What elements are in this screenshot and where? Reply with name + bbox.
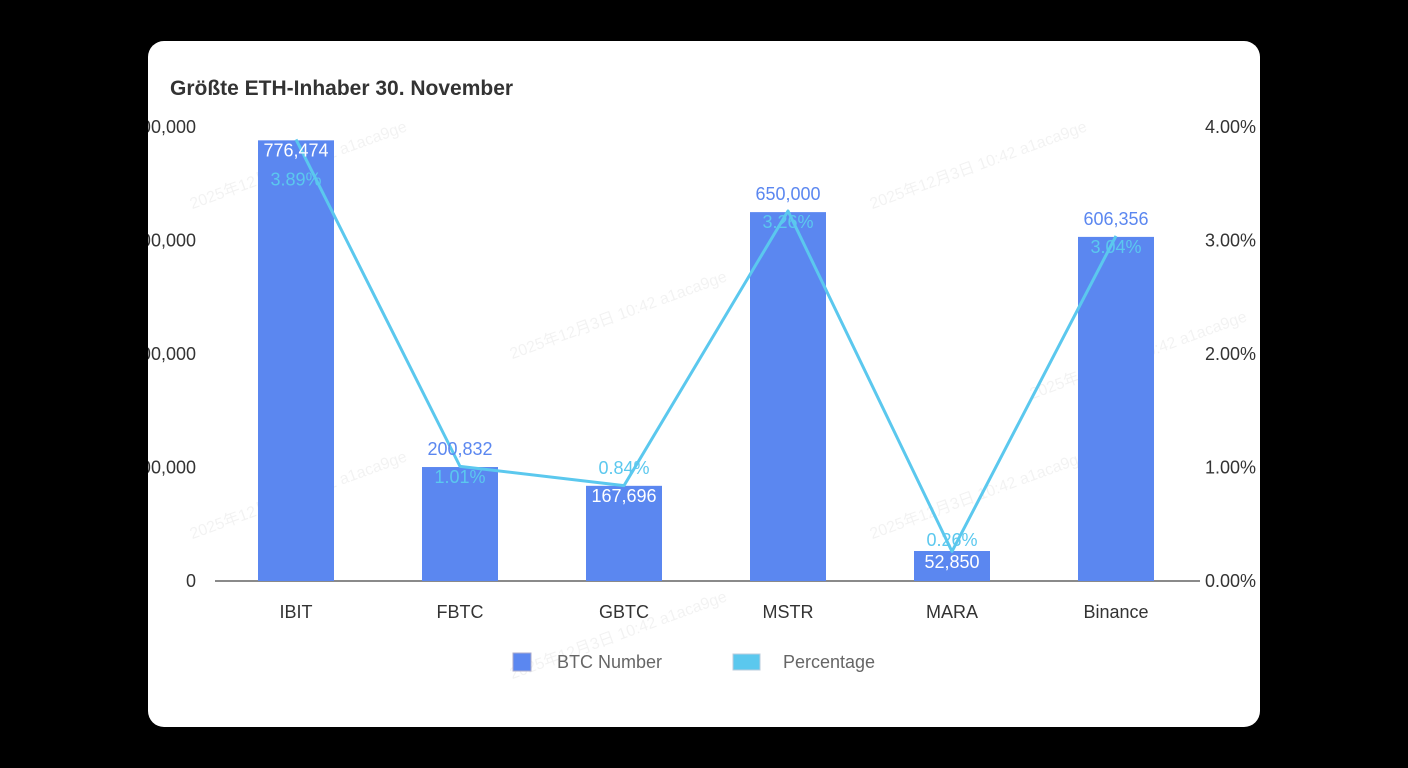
percentage-label: 0.26% bbox=[926, 530, 977, 550]
right-axis-tick: 1.00% bbox=[1205, 458, 1256, 478]
legend-bar-swatch bbox=[512, 652, 532, 672]
x-axis-tick: MSTR bbox=[763, 602, 814, 622]
bar-gbtc bbox=[586, 485, 662, 581]
bar-value-label: 167,696 bbox=[591, 486, 656, 506]
right-axis-tick: 2.00% bbox=[1205, 344, 1256, 364]
percentage-label: 1.01% bbox=[434, 467, 485, 487]
bar-value-label: 52,850 bbox=[924, 552, 979, 572]
left-axis-tick: 400,000 bbox=[148, 344, 196, 364]
legend-line-swatch bbox=[732, 653, 761, 671]
x-axis-tick: IBIT bbox=[279, 602, 312, 622]
left-axis-tick: 0 bbox=[186, 571, 196, 591]
bar-fbtc bbox=[422, 467, 498, 581]
right-axis-tick: 3.00% bbox=[1205, 231, 1256, 251]
watermark: 2025年12月3日 10:42 a1aca9ge bbox=[867, 448, 1089, 543]
watermark: 2025年12月3日 10:42 a1aca9ge bbox=[507, 268, 729, 363]
percentage-label: 3.04% bbox=[1090, 237, 1141, 257]
bar-value-label: 776,474 bbox=[263, 140, 328, 160]
percentage-label: 3.26% bbox=[762, 212, 813, 232]
chart-svg: 2025年12月3日 10:42 a1aca9ge 2025年12月3日 10:4… bbox=[148, 117, 1256, 683]
watermark: 2025年12月3日 10:42 a1aca9ge bbox=[867, 118, 1089, 213]
bar-value-label: 200,832 bbox=[427, 439, 492, 459]
percentage-label: 3.89% bbox=[270, 169, 321, 189]
x-axis-tick: Binance bbox=[1083, 602, 1148, 622]
left-axis-tick: 800,000 bbox=[148, 117, 196, 137]
right-axis-tick: 0.00% bbox=[1205, 571, 1256, 591]
legend-line-label: Percentage bbox=[783, 652, 875, 672]
chart-card: Größte ETH-Inhaber 30. November 2025年12月… bbox=[148, 41, 1260, 727]
percentage-line bbox=[294, 138, 1118, 553]
x-axis-tick: FBTC bbox=[437, 602, 484, 622]
bar-mara bbox=[914, 551, 990, 581]
bar-mstr bbox=[750, 212, 826, 581]
right-axis-tick: 4.00% bbox=[1205, 117, 1256, 137]
percentage-label: 0.84% bbox=[598, 458, 649, 478]
bar-value-label: 606,356 bbox=[1083, 209, 1148, 229]
legend-bar-label: BTC Number bbox=[557, 652, 662, 672]
bar-value-label: 650,000 bbox=[755, 184, 820, 204]
x-axis-tick: GBTC bbox=[599, 602, 649, 622]
bar-ibit bbox=[258, 140, 334, 581]
left-axis-tick: 200,000 bbox=[148, 458, 196, 478]
left-axis-tick: 600,000 bbox=[148, 231, 196, 251]
bar-binance bbox=[1078, 236, 1154, 581]
chart-title: Größte ETH-Inhaber 30. November bbox=[170, 77, 514, 100]
x-axis-tick: MARA bbox=[926, 602, 978, 622]
